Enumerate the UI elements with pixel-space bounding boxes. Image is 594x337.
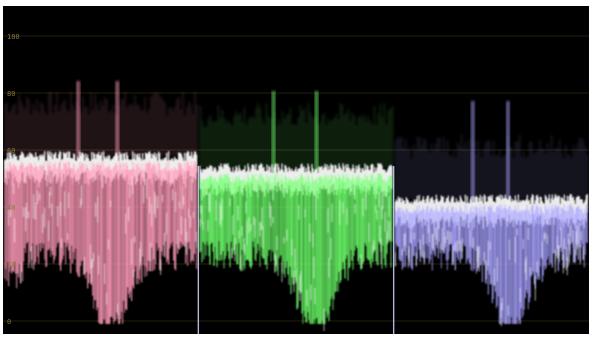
channel-haze-red (4, 91, 198, 156)
channel-body-green (199, 163, 393, 331)
channel-dividers (197, 166, 395, 334)
tick-label-20: 20 (7, 261, 16, 269)
waveform-scope: 100 80 60 40 20 0 (3, 6, 589, 334)
tick-label-40: 40 (7, 204, 16, 212)
channel-body-blue (394, 194, 588, 327)
tick-label-0: 0 (7, 318, 12, 326)
tick-label-80: 80 (7, 90, 16, 98)
channel-spike (115, 81, 120, 161)
channel-spike (271, 91, 276, 173)
channel-trace-red (4, 81, 198, 324)
channel-haze-green (199, 103, 394, 168)
channel-spike (76, 81, 81, 161)
channel-haze-blue (394, 134, 589, 199)
tick-label-100: 100 (7, 33, 20, 41)
waveform-canvas (3, 35, 589, 334)
channel-spike (470, 101, 475, 204)
channel-trace-blue (394, 101, 589, 327)
channel-spike (314, 91, 319, 173)
channel-spike (505, 101, 510, 204)
channel-trace-green (199, 91, 394, 331)
channel-traces (4, 81, 589, 331)
tick-label-60: 60 (7, 147, 16, 155)
channel-body-red (4, 151, 198, 324)
